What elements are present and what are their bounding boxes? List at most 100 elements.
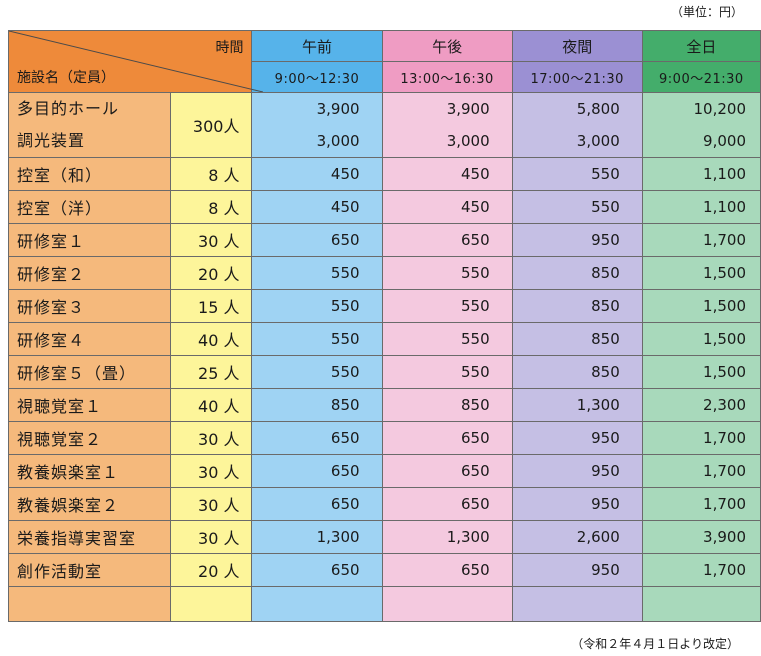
fee-all: 3,900	[641, 520, 761, 554]
fee-pm: 650	[381, 454, 513, 488]
period-all-label: 全日	[641, 30, 761, 62]
fee-ev: 850	[511, 289, 643, 323]
facility-name: 控室（和）	[7, 157, 172, 191]
fee-am: 650	[251, 223, 383, 257]
period-am-label: 午前	[251, 30, 383, 62]
table-row: 研修室５（畳） 25 人 550 550 850 1,500	[7, 355, 761, 389]
fee-value: 3,000	[446, 132, 490, 150]
table-row: 視聴覚室１ 40 人 850 850 1,300 2,300	[7, 388, 761, 422]
fee-am: 550	[251, 289, 383, 323]
fee-value: 5,800	[576, 100, 620, 118]
fee-ev: 5,800 3,000	[511, 92, 643, 158]
fee-pm: 650	[381, 223, 513, 257]
fee-all: 1,500	[641, 289, 761, 323]
fee-ev: 950	[511, 421, 643, 455]
fee-am: 650	[251, 487, 383, 521]
fee-all: 1,100	[641, 157, 761, 191]
fee-ev: 550	[511, 157, 643, 191]
fee-ev: 850	[511, 256, 643, 290]
facility-name: 研修室１	[7, 223, 172, 257]
diagonal-line	[9, 31, 263, 92]
dimmer-name: 調光装置	[17, 131, 86, 150]
fee-pm: 650	[381, 421, 513, 455]
table-row: 研修室１ 30 人 650 650 950 1,700	[7, 223, 761, 257]
period-ev-time: 17:00〜21:30	[511, 61, 643, 93]
fee-all: 1,500	[641, 355, 761, 389]
fee-am: 650	[251, 421, 383, 455]
fee-am: 450	[251, 157, 383, 191]
fee-pm: 450	[381, 157, 513, 191]
fee-ev: 850	[511, 355, 643, 389]
capacity: 30 人	[170, 487, 253, 521]
table-row: 研修室２ 20 人 550 550 850 1,500	[7, 256, 761, 290]
fee-am: 3,900 3,000	[251, 92, 383, 158]
period-pm-time: 13:00〜16:30	[381, 61, 513, 93]
fee-am: 850	[251, 388, 383, 422]
empty-cell	[170, 586, 253, 622]
facility-name: 研修室３	[7, 289, 172, 323]
fee-value: 3,000	[576, 132, 620, 150]
time-header-label: 時間	[215, 40, 244, 56]
fee-pm: 650	[381, 553, 513, 587]
revision-note: （令和２年４月１日より改定）	[571, 637, 739, 651]
capacity: 8 人	[170, 190, 253, 224]
capacity: 40 人	[170, 322, 253, 356]
fee-pm: 550	[381, 289, 513, 323]
facility-name: 研修室２	[7, 256, 172, 290]
fee-pm: 650	[381, 487, 513, 521]
fee-pm: 1,300	[381, 520, 513, 554]
fee-ev: 950	[511, 223, 643, 257]
fee-ev: 2,600	[511, 520, 643, 554]
fee-am: 550	[251, 322, 383, 356]
facility-name: 多目的ホール 調光装置	[7, 92, 172, 158]
facility-name: 栄養指導実習室	[7, 520, 172, 554]
hall-name: 多目的ホール	[17, 99, 120, 118]
table-row-hall: 多目的ホール 調光装置 300人 3,900 3,000 3,900 3,000…	[7, 92, 761, 158]
fee-am: 650	[251, 454, 383, 488]
corner-header: 時間 施設名（定員）	[7, 30, 263, 93]
fee-pm: 550	[381, 355, 513, 389]
table-row: 控室（和） 8 人 450 450 550 1,100	[7, 157, 761, 191]
facility-name: 教養娯楽室２	[7, 487, 172, 521]
fee-value: 9,000	[703, 132, 746, 150]
facility-name: 創作活動室	[7, 553, 172, 587]
unit-label: （単位：円）	[670, 5, 743, 19]
facility-fee-table: 時間 施設名（定員） 午前 午後 夜間 全日 9:00〜12:30 13:00〜…	[7, 30, 761, 622]
table-row: 研修室４ 40 人 550 550 850 1,500	[7, 322, 761, 356]
table-row: 創作活動室 20 人 650 650 950 1,700	[7, 553, 761, 587]
empty-cell	[511, 586, 643, 622]
fee-pm: 550	[381, 322, 513, 356]
facility-name: 研修室４	[7, 322, 172, 356]
empty-cell	[381, 586, 513, 622]
capacity: 30 人	[170, 454, 253, 488]
fee-all: 1,700	[641, 454, 761, 488]
fee-am: 450	[251, 190, 383, 224]
fee-am: 550	[251, 256, 383, 290]
fee-ev: 950	[511, 553, 643, 587]
fee-all: 1,500	[641, 256, 761, 290]
fee-pm: 850	[381, 388, 513, 422]
table-row: 教養娯楽室２ 30 人 650 650 950 1,700	[7, 487, 761, 521]
fee-all: 10,200 9,000	[641, 92, 761, 158]
table-row: 栄養指導実習室 30 人 1,300 1,300 2,600 3,900	[7, 520, 761, 554]
fee-ev: 1,300	[511, 388, 643, 422]
fee-all: 2,300	[641, 388, 761, 422]
table-row: 研修室３ 15 人 550 550 850 1,500	[7, 289, 761, 323]
capacity: 8 人	[170, 157, 253, 191]
period-pm-label: 午後	[381, 30, 513, 62]
empty-cell	[251, 586, 383, 622]
empty-cell	[7, 586, 172, 622]
capacity: 15 人	[170, 289, 253, 323]
facility-name: 研修室５（畳）	[7, 355, 172, 389]
empty-row	[7, 586, 761, 622]
capacity: 30 人	[170, 223, 253, 257]
table-row: 控室（洋） 8 人 450 450 550 1,100	[7, 190, 761, 224]
capacity: 30 人	[170, 520, 253, 554]
facility-name: 視聴覚室２	[7, 421, 172, 455]
facility-name: 教養娯楽室１	[7, 454, 172, 488]
fee-pm: 3,900 3,000	[381, 92, 513, 158]
fee-value: 3,900	[446, 100, 490, 118]
fee-value: 3,900	[316, 100, 360, 118]
facility-name: 視聴覚室１	[7, 388, 172, 422]
fee-ev: 950	[511, 487, 643, 521]
